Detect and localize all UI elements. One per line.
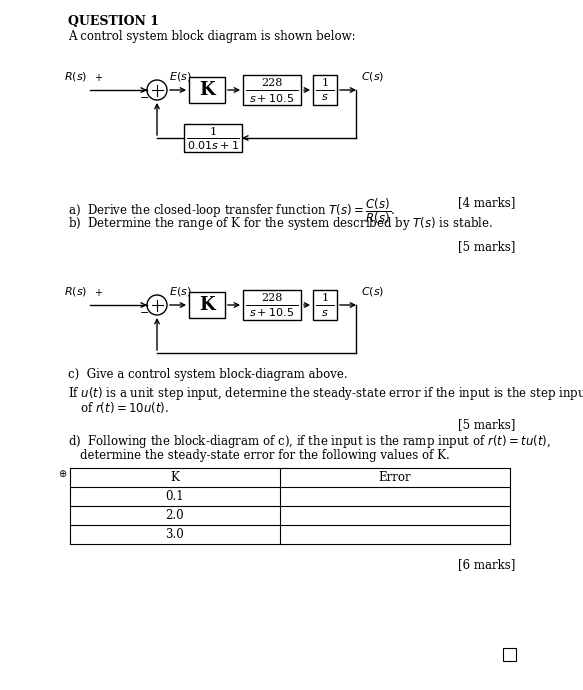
- Bar: [189, 292, 225, 318]
- Text: of $r(t) = 10u(t)$.: of $r(t) = 10u(t)$.: [80, 400, 169, 415]
- Text: $0.01s + 1$: $0.01s + 1$: [187, 139, 239, 151]
- Text: $s$: $s$: [321, 92, 329, 103]
- Text: $s + 10.5$: $s + 10.5$: [250, 92, 294, 104]
- Text: [6 marks]: [6 marks]: [458, 558, 515, 571]
- Text: [5 marks]: [5 marks]: [458, 240, 515, 253]
- Bar: [503, 648, 516, 661]
- Text: −: −: [141, 308, 150, 318]
- Text: $E(s)$: $E(s)$: [169, 70, 192, 83]
- Text: d)  Following the block-diagram of c), if the input is the ramp input of $r(t) =: d) Following the block-diagram of c), if…: [68, 433, 551, 450]
- Text: b)  Determine the range of K for the system described by $T(s)$ is stable.: b) Determine the range of K for the syst…: [68, 215, 493, 232]
- Text: $C(s)$: $C(s)$: [361, 70, 384, 83]
- Text: 0.1: 0.1: [166, 490, 184, 503]
- Bar: [189, 77, 225, 103]
- Text: a)  Derive the closed-loop transfer function $T(s) = \dfrac{C(s)}{R(s)}$.: a) Derive the closed-loop transfer funct…: [68, 196, 395, 226]
- Text: −: −: [141, 93, 150, 103]
- Text: If $u(t)$ is a unit step input, determine the steady-state error if the input is: If $u(t)$ is a unit step input, determin…: [68, 385, 583, 402]
- Text: $E(s)$: $E(s)$: [169, 285, 192, 298]
- Text: ⊕: ⊕: [58, 469, 66, 479]
- Text: K: K: [199, 81, 215, 99]
- Text: $s + 10.5$: $s + 10.5$: [250, 306, 294, 319]
- Text: 228: 228: [261, 293, 283, 304]
- Text: K: K: [171, 471, 180, 484]
- Text: [4 marks]: [4 marks]: [458, 196, 515, 209]
- Text: $R(s)$: $R(s)$: [64, 285, 87, 298]
- Text: [5 marks]: [5 marks]: [458, 418, 515, 431]
- Text: 1: 1: [321, 293, 329, 304]
- Text: 1: 1: [209, 127, 216, 137]
- Bar: [313, 75, 337, 105]
- Bar: [184, 124, 242, 152]
- Text: 2.0: 2.0: [166, 509, 184, 522]
- Bar: [313, 290, 337, 320]
- Text: +: +: [94, 288, 102, 298]
- Text: K: K: [199, 296, 215, 314]
- Text: determine the steady-state error for the following values of K.: determine the steady-state error for the…: [80, 449, 449, 462]
- Text: 228: 228: [261, 79, 283, 88]
- Text: QUESTION 1: QUESTION 1: [68, 15, 159, 28]
- Text: A control system block diagram is shown below:: A control system block diagram is shown …: [68, 30, 356, 43]
- Text: $C(s)$: $C(s)$: [361, 285, 384, 298]
- Text: 3.0: 3.0: [166, 528, 184, 541]
- Text: $s$: $s$: [321, 308, 329, 317]
- Text: Error: Error: [379, 471, 412, 484]
- Bar: [243, 290, 301, 320]
- Bar: [243, 75, 301, 105]
- Text: 1: 1: [321, 79, 329, 88]
- Text: c)  Give a control system block-diagram above.: c) Give a control system block-diagram a…: [68, 368, 347, 381]
- Text: +: +: [94, 73, 102, 83]
- Text: $R(s)$: $R(s)$: [64, 70, 87, 83]
